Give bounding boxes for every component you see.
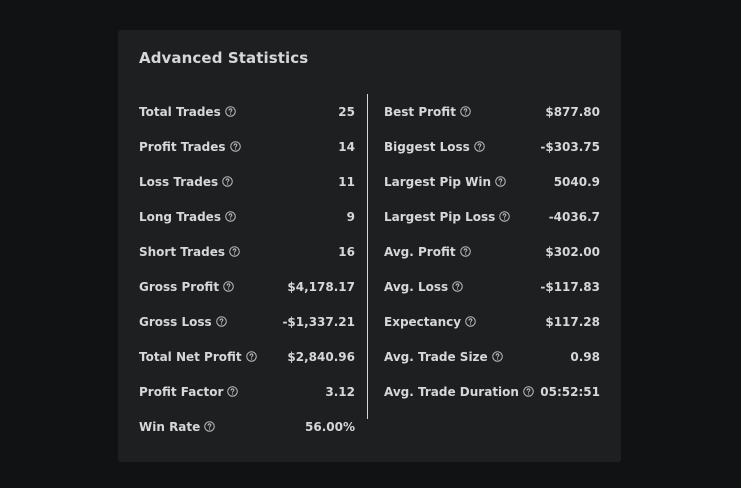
stat-value: -$303.75 — [540, 139, 600, 154]
stat-label: Gross Loss — [139, 314, 212, 329]
stat-label: Avg. Profit — [384, 244, 456, 259]
stat-value: $4,178.17 — [287, 279, 355, 294]
stat-label: Win Rate — [139, 419, 201, 434]
stat-value: -4036.7 — [548, 209, 600, 224]
stat-row: Long Trades 9 — [139, 199, 355, 234]
stat-row: Loss Trades 11 — [139, 164, 355, 199]
question-circle-icon[interactable] — [452, 281, 463, 292]
advanced-statistics-card: Advanced Statistics Total Trades 25 Profi… — [118, 30, 621, 462]
stat-row: Best Profit $877.80 — [384, 94, 600, 129]
stats-column-left: Total Trades 25 Profit Trades 14 Loss Trad… — [139, 94, 355, 444]
stat-row: Gross Loss -$1,337.21 — [139, 304, 355, 339]
stat-label: Total Trades — [139, 104, 221, 119]
stat-row: Profit Factor 3.12 — [139, 374, 355, 409]
stat-value: $2,840.96 — [287, 349, 355, 364]
stat-label: Profit Factor — [139, 384, 224, 399]
stat-value: 05:52:51 — [540, 384, 600, 399]
stat-value: 16 — [338, 244, 355, 259]
stat-value: -$117.83 — [540, 279, 600, 294]
stat-value: 3.12 — [325, 384, 355, 399]
stat-value: 56.00% — [305, 419, 355, 434]
question-circle-icon[interactable] — [459, 246, 471, 257]
stat-label: Largest Pip Loss — [384, 209, 496, 224]
stat-value: -$1,337.21 — [282, 314, 355, 329]
stat-value: $302.00 — [545, 244, 600, 259]
stat-value: $877.80 — [545, 104, 600, 119]
stat-value: $117.28 — [545, 314, 600, 329]
stat-row: Avg. Loss -$117.83 — [384, 269, 600, 304]
stat-label: Short Trades — [139, 244, 226, 259]
stat-value: 5040.9 — [553, 174, 600, 189]
stat-row: Biggest Loss -$303.75 — [384, 129, 600, 164]
question-circle-icon[interactable] — [204, 421, 216, 432]
stat-label: Best Profit — [384, 104, 456, 119]
stat-row: Win Rate 56.00% — [139, 409, 355, 444]
stat-row: Avg. Trade Size 0.98 — [384, 339, 600, 374]
question-circle-icon[interactable] — [474, 141, 485, 152]
stat-row: Avg. Trade Duration 05:52:51 — [384, 374, 600, 409]
stat-label: Total Net Profit — [139, 349, 242, 364]
stat-row: Expectancy $117.28 — [384, 304, 600, 339]
stat-value: 11 — [338, 174, 355, 189]
stat-row: Total Net Profit $2,840.96 — [139, 339, 355, 374]
stat-label: Expectancy — [384, 314, 462, 329]
question-circle-icon[interactable] — [227, 386, 239, 397]
question-circle-icon[interactable] — [495, 176, 506, 187]
question-circle-icon[interactable] — [523, 386, 534, 397]
question-circle-icon[interactable] — [222, 176, 233, 187]
question-circle-icon[interactable] — [245, 351, 257, 362]
question-circle-icon[interactable] — [229, 141, 241, 152]
stat-label: Biggest Loss — [384, 139, 470, 154]
question-circle-icon[interactable] — [491, 351, 503, 362]
stat-row: Short Trades 16 — [139, 234, 355, 269]
stat-label: Loss Trades — [139, 174, 219, 189]
stat-row: Gross Profit $4,178.17 — [139, 269, 355, 304]
stat-row: Profit Trades 14 — [139, 129, 355, 164]
stat-value: 0.98 — [570, 349, 600, 364]
question-circle-icon[interactable] — [215, 316, 227, 327]
stat-row: Total Trades 25 — [139, 94, 355, 129]
stat-row: Largest Pip Win 5040.9 — [384, 164, 600, 199]
stat-label: Long Trades — [139, 209, 221, 224]
panel-title: Advanced Statistics — [139, 49, 309, 67]
stat-value: 25 — [338, 104, 355, 119]
column-divider — [367, 94, 368, 419]
stats-column-right: Best Profit $877.80 Biggest Loss -$303.75 … — [384, 94, 600, 409]
stat-value: 14 — [338, 139, 355, 154]
stat-value: 9 — [346, 209, 355, 224]
question-circle-icon[interactable] — [225, 211, 236, 222]
question-circle-icon[interactable] — [224, 106, 236, 117]
stat-label: Profit Trades — [139, 139, 226, 154]
question-circle-icon[interactable] — [229, 246, 240, 257]
stat-row: Avg. Profit $302.00 — [384, 234, 600, 269]
stat-label: Avg. Trade Duration — [384, 384, 519, 399]
question-circle-icon[interactable] — [460, 106, 471, 117]
stat-label: Largest Pip Win — [384, 174, 492, 189]
question-circle-icon[interactable] — [223, 281, 234, 292]
question-circle-icon[interactable] — [499, 211, 511, 222]
question-circle-icon[interactable] — [465, 316, 476, 327]
stat-label: Avg. Loss — [384, 279, 449, 294]
stat-label: Avg. Trade Size — [384, 349, 488, 364]
stat-row: Largest Pip Loss -4036.7 — [384, 199, 600, 234]
stat-label: Gross Profit — [139, 279, 220, 294]
